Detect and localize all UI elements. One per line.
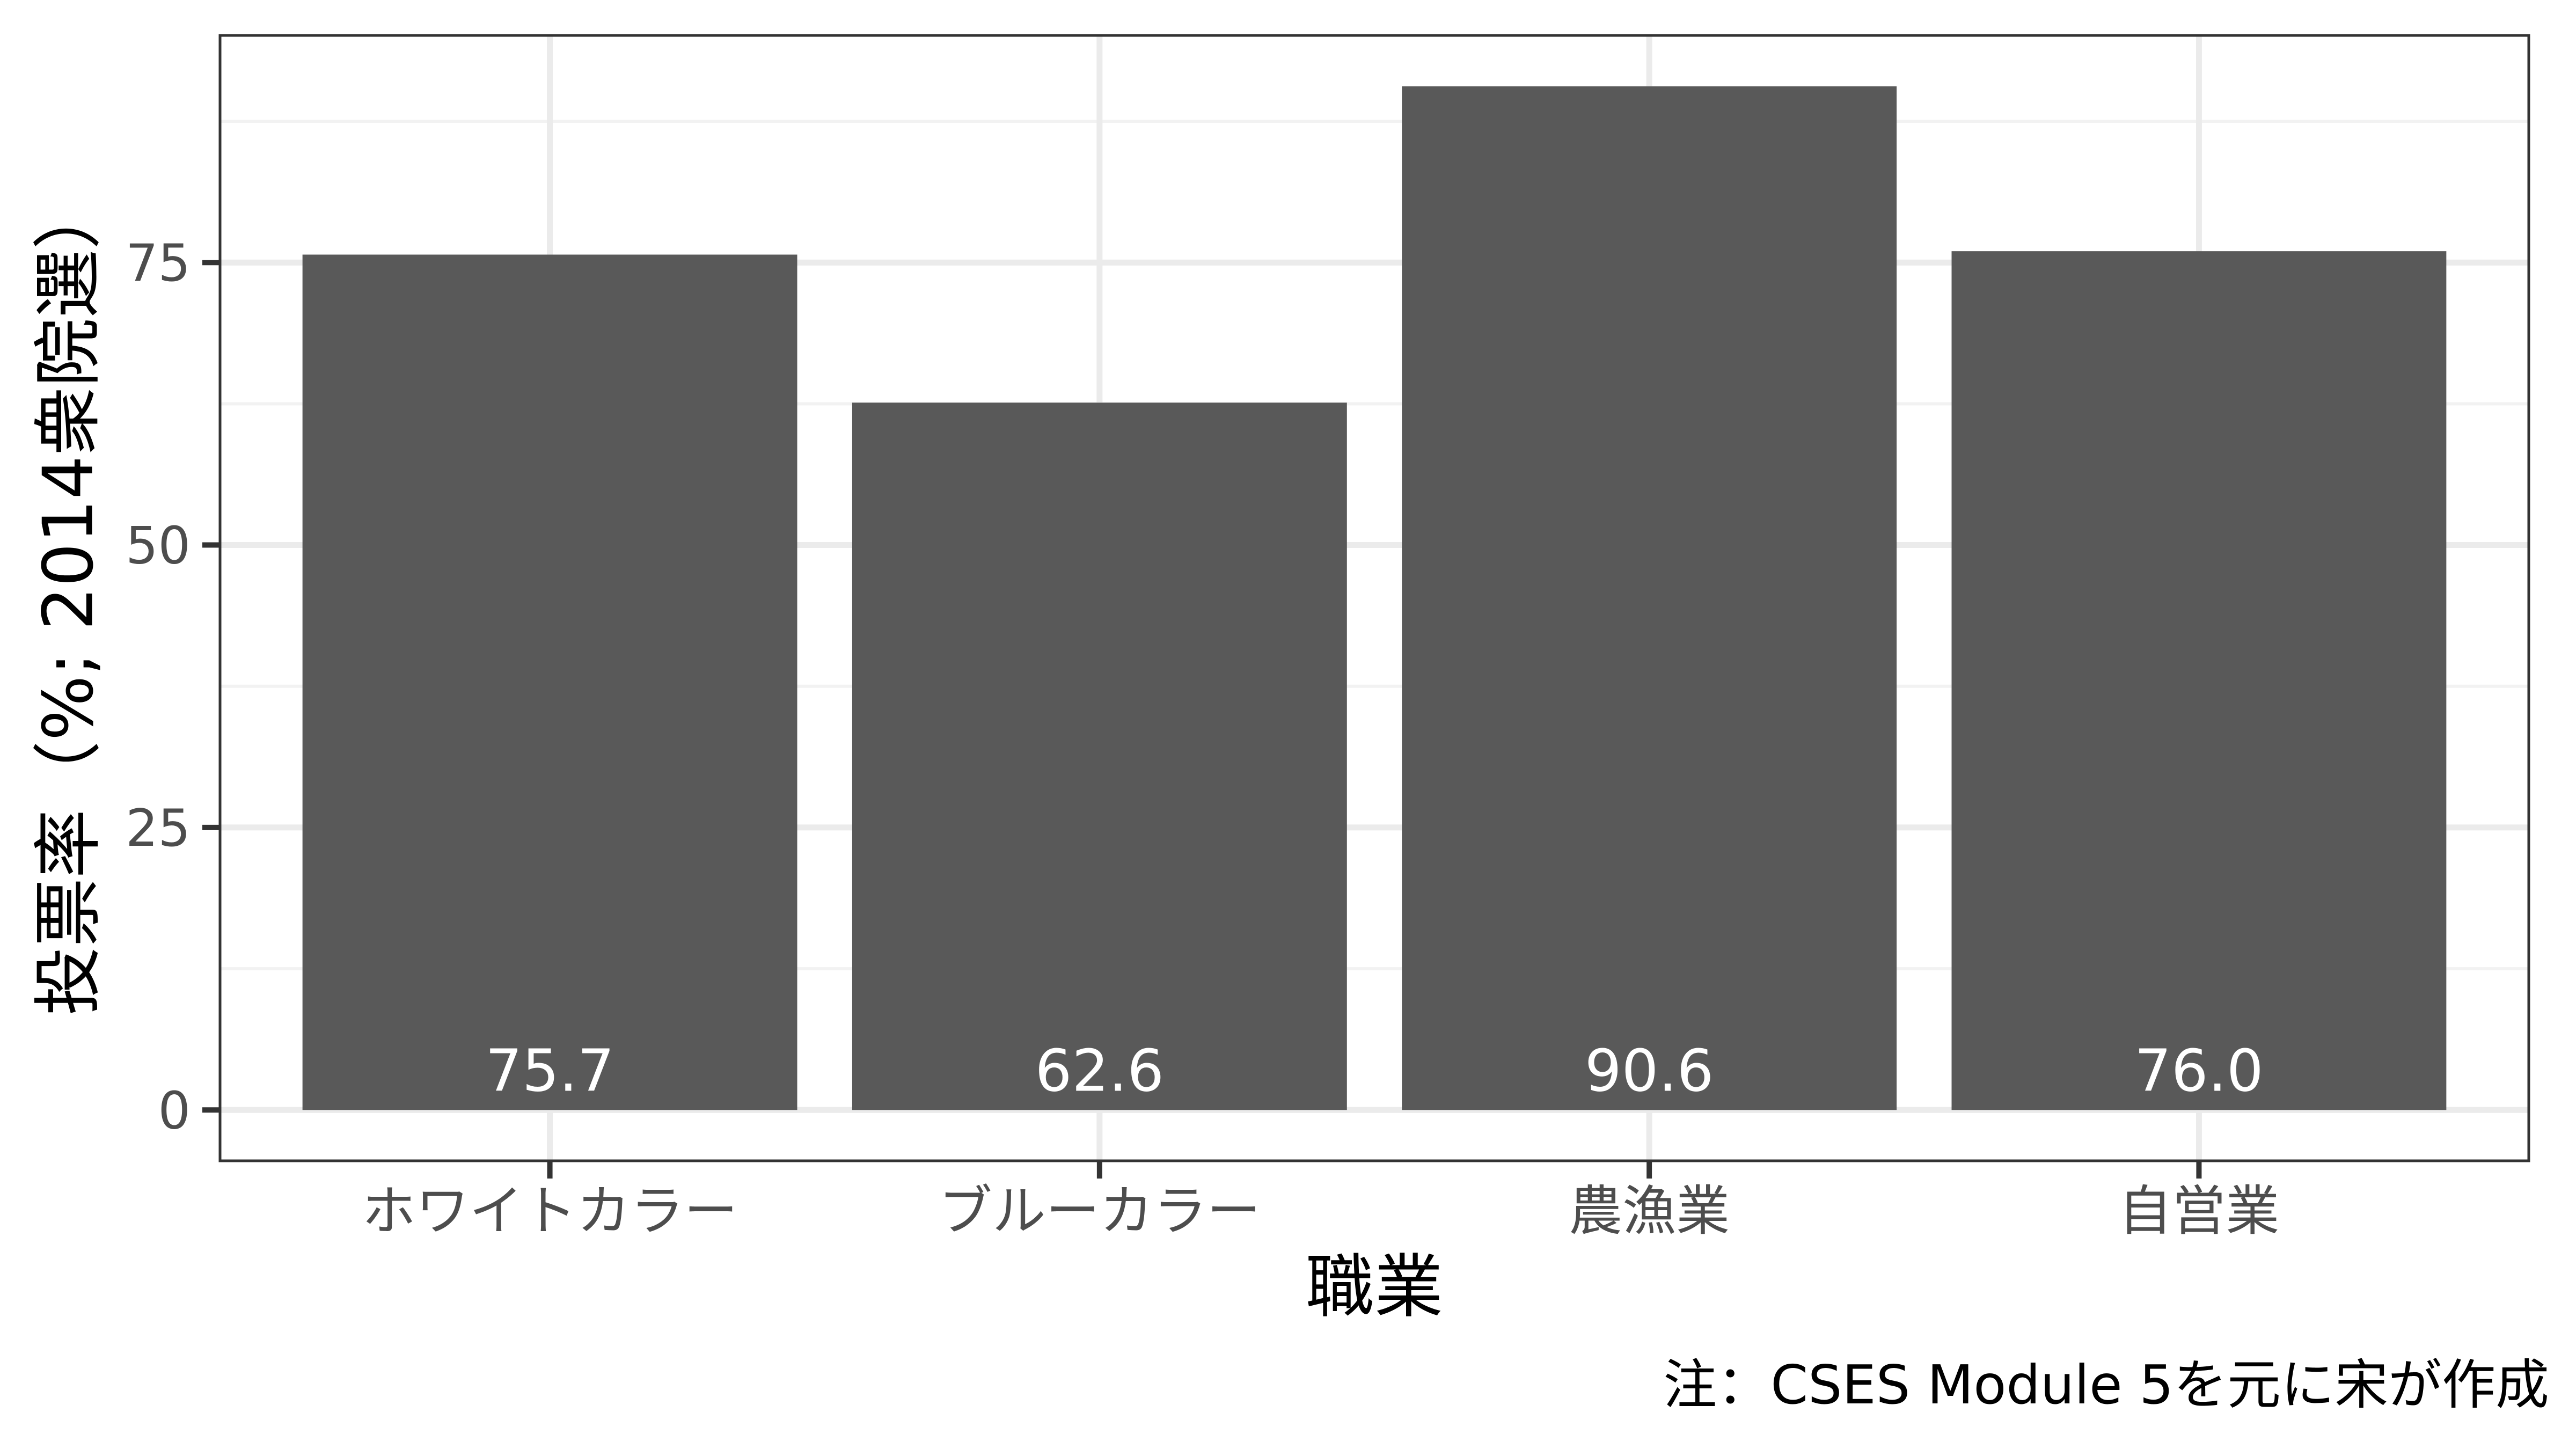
x-tick-label-1: ブルーカラー xyxy=(939,1180,1261,1242)
source-caption: 注：CSES Module 5を元に宋が作成 xyxy=(1663,1353,2549,1416)
panel-border xyxy=(218,34,2530,1162)
bar-value-labels: 75.7 62.6 90.6 76.0 xyxy=(485,1037,2263,1104)
bar-value-label-0: 75.7 xyxy=(485,1037,614,1104)
x-axis-tick-labels: ホワイトカラー ブルーカラー 農漁業 自営業 xyxy=(362,1180,2280,1242)
bars xyxy=(302,86,2447,1110)
y-tick-label-3: 75 xyxy=(126,234,191,293)
bar-value-label-1: 62.6 xyxy=(1035,1037,1164,1104)
x-axis-title: 職業 xyxy=(1306,1247,1443,1327)
x-tick-label-0: ホワイトカラー xyxy=(362,1180,738,1242)
x-tick-label-3: 自営業 xyxy=(2118,1180,2279,1242)
y-axis-tick-labels: 0 25 50 75 xyxy=(126,234,191,1140)
bar-3 xyxy=(1951,251,2447,1110)
x-tick-label-2: 農漁業 xyxy=(1569,1180,1730,1242)
y-tick-label-0: 0 xyxy=(158,1081,191,1140)
bar-0 xyxy=(302,254,797,1110)
bar-value-label-3: 76.0 xyxy=(2134,1037,2263,1104)
bar-2 xyxy=(1402,86,1897,1110)
axis-ticks xyxy=(202,260,2202,1179)
bar-value-label-2: 90.6 xyxy=(1585,1037,1714,1104)
y-axis-title: 投票率（%; 2014衆院選） xyxy=(29,181,109,1015)
bar-1 xyxy=(852,402,1347,1110)
y-tick-label-2: 50 xyxy=(126,517,191,576)
y-tick-label-1: 25 xyxy=(126,799,191,858)
